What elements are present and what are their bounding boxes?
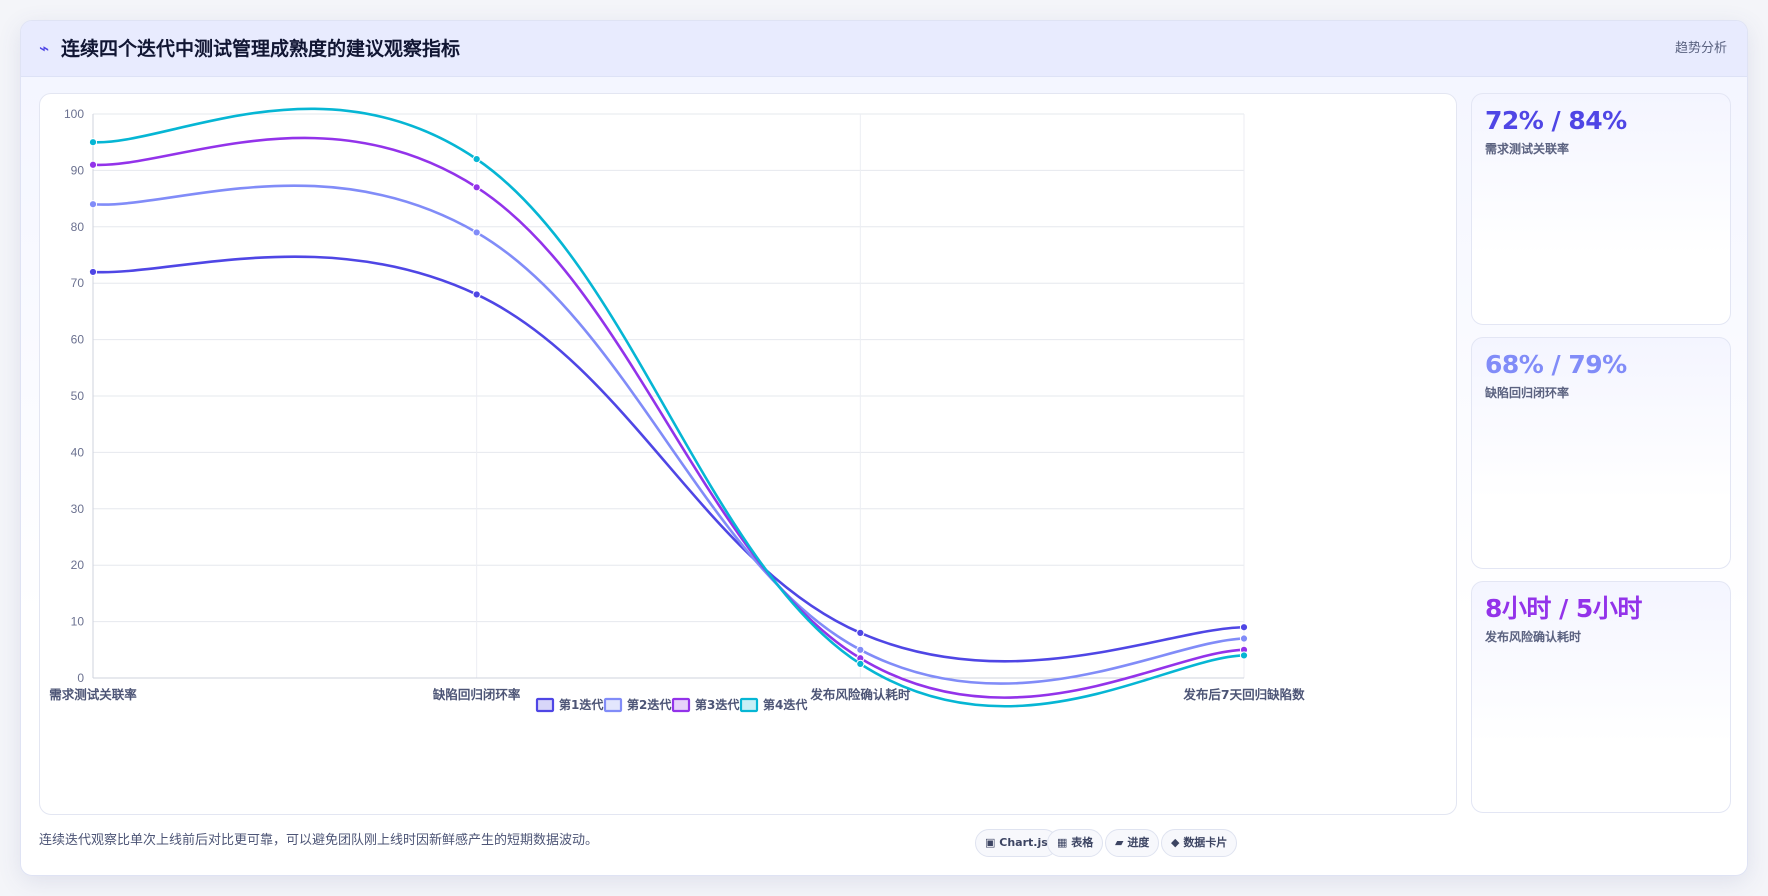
chip-label: 进度 bbox=[1127, 836, 1150, 849]
data-point bbox=[472, 290, 481, 299]
x-tick-label: 需求测试关联率 bbox=[49, 687, 137, 702]
data-point bbox=[856, 659, 865, 669]
kpi-card: 68% / 79% 缺陷回归闭环率 bbox=[1471, 337, 1731, 569]
kpi-value: 72% / 84% bbox=[1485, 106, 1627, 135]
data-point bbox=[88, 160, 98, 169]
diamond-icon: ◆ bbox=[1171, 836, 1180, 849]
data-point bbox=[88, 267, 98, 277]
data-point bbox=[472, 228, 481, 237]
y-tick-label: 50 bbox=[71, 389, 85, 403]
legend-label: 第3迭代 bbox=[695, 697, 739, 712]
y-tick-label: 60 bbox=[71, 333, 85, 347]
chip-label: Chart.js bbox=[999, 836, 1048, 849]
data-point bbox=[88, 200, 98, 209]
chip-chartjs[interactable]: ▣ Chart.js bbox=[975, 829, 1058, 857]
y-tick-label: 40 bbox=[71, 445, 85, 459]
data-point bbox=[856, 628, 865, 637]
data-point bbox=[1239, 634, 1249, 643]
pulse-icon: ⌁ bbox=[39, 39, 50, 59]
kpi-label: 缺陷回归闭环率 bbox=[1485, 386, 1570, 400]
data-point bbox=[1239, 651, 1249, 660]
y-tick-label: 20 bbox=[71, 558, 85, 572]
chip-label: 数据卡片 bbox=[1183, 836, 1228, 849]
data-point bbox=[856, 645, 865, 654]
header-tag: 趋势分析 bbox=[1674, 41, 1727, 56]
chip-table[interactable]: ▦ 表格 bbox=[1047, 829, 1104, 857]
kpi-label: 需求测试关联率 bbox=[1485, 142, 1570, 156]
legend-label: 第2迭代 bbox=[627, 697, 671, 712]
chip-datacard[interactable]: ◆ 数据卡片 bbox=[1161, 829, 1238, 857]
data-point bbox=[472, 183, 481, 192]
y-tick-label: 80 bbox=[71, 220, 85, 234]
kpi-card: 8小时 / 5小时 发布风险确认耗时 bbox=[1471, 581, 1731, 813]
kpi-label: 发布风险确认耗时 bbox=[1485, 630, 1582, 644]
x-tick-label: 发布后7天回归缺陷数 bbox=[1182, 687, 1305, 702]
y-tick-label: 100 bbox=[64, 107, 84, 121]
legend-label: 第1迭代 bbox=[559, 697, 603, 712]
chip-label: 表格 bbox=[1071, 836, 1094, 849]
kpi-value: 68% / 79% bbox=[1485, 350, 1627, 379]
data-point bbox=[472, 155, 481, 164]
chip-progress[interactable]: ▰ 进度 bbox=[1105, 829, 1160, 857]
kpi-value: 8小时 / 5小时 bbox=[1485, 594, 1642, 623]
kpi-card: 72% / 84% 需求测试关联率 bbox=[1471, 93, 1731, 325]
data-point bbox=[88, 138, 98, 147]
card-header: ⌁ 连续四个迭代中测试管理成熟度的建议观察指标 趋势分析 bbox=[21, 21, 1747, 77]
legend-swatch bbox=[739, 697, 759, 713]
x-tick-label: 发布风险确认耗时 bbox=[809, 687, 911, 702]
y-tick-label: 0 bbox=[77, 671, 84, 685]
y-tick-label: 10 bbox=[71, 615, 85, 629]
legend-swatch bbox=[671, 697, 691, 713]
legend-swatch bbox=[603, 697, 623, 713]
legend-label: 第4迭代 bbox=[763, 697, 807, 712]
series-line bbox=[92, 184, 1245, 685]
data-point bbox=[1239, 623, 1249, 632]
footer-note: 连续迭代观察比单次上线前后对比更可靠，可以避免团队刚上线时因新鲜感产生的短期数据… bbox=[39, 833, 599, 848]
table-icon: ▦ bbox=[1057, 836, 1068, 849]
legend-swatch bbox=[535, 697, 555, 713]
chart-panel: 0 10 20 30 40 50 60 70 80 90 100 需求测试关联率 缺陷回归闭环率 发布风险… bbox=[39, 93, 1457, 815]
series-line bbox=[92, 107, 1245, 708]
y-tick-label: 90 bbox=[71, 163, 85, 177]
y-tick-label: 30 bbox=[71, 502, 85, 516]
line-chart: 0 10 20 30 40 50 60 70 80 90 100 需求测试关联率 缺陷回归闭环率 发布风险… bbox=[49, 107, 1305, 713]
report-card: ⌁ 连续四个迭代中测试管理成熟度的建议观察指标 趋势分析 0 10 20 30 40 50… bbox=[20, 20, 1748, 876]
chart-icon: ▣ bbox=[985, 836, 996, 849]
page-title: 连续四个迭代中测试管理成熟度的建议观察指标 bbox=[61, 38, 461, 60]
x-tick-label: 缺陷回归闭环率 bbox=[433, 687, 521, 702]
y-tick-label: 70 bbox=[71, 276, 85, 290]
series-line bbox=[92, 255, 1245, 663]
series-line bbox=[92, 136, 1245, 699]
progress-icon: ▰ bbox=[1115, 836, 1124, 849]
